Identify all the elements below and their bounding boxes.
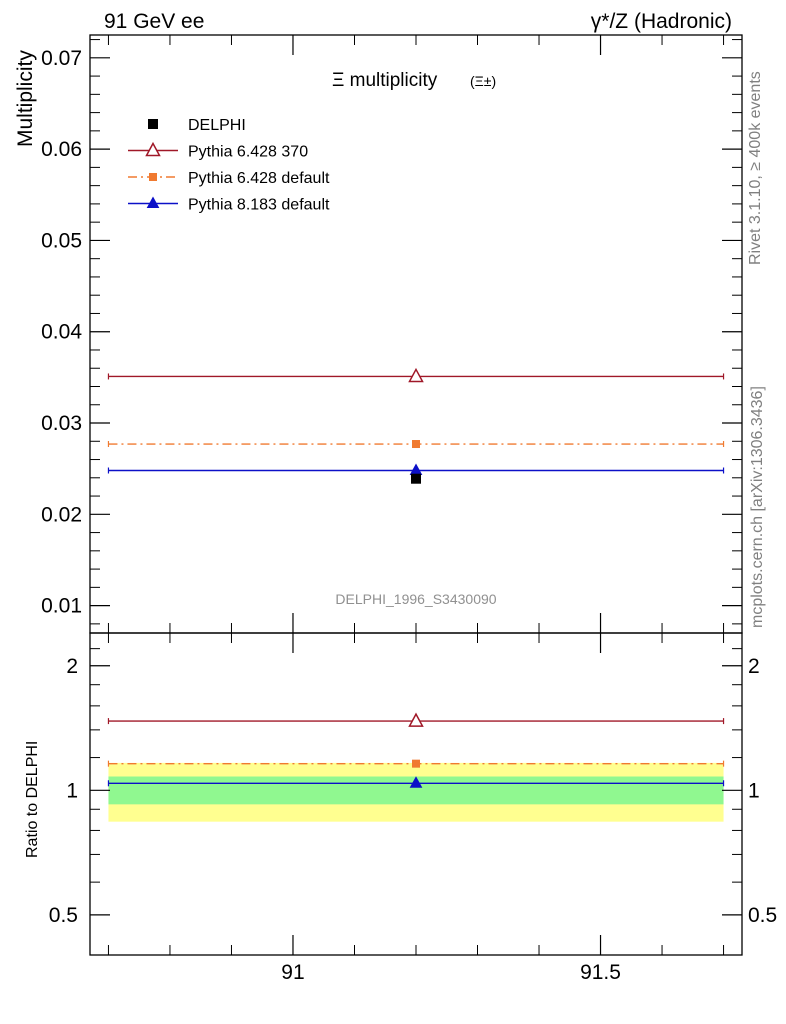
legend-label-1: DELPHI bbox=[188, 117, 246, 134]
legend-marker-3 bbox=[149, 173, 157, 181]
legend: DELPHI Pythia 6.428 370 Pythia 6.428 defau… bbox=[128, 117, 330, 214]
ratio-y-ticks: 0.5 0.5 1 1 2 2 bbox=[49, 648, 777, 956]
x-axis-ticks: 91 91.5 bbox=[107, 35, 725, 984]
ratio-plot-panel: 0.5 0.5 1 1 2 2 Ratio to DELPHI 91 91.5 bbox=[24, 35, 777, 984]
ratio-series-group bbox=[107, 712, 725, 788]
ratio-series-marker-3 bbox=[409, 776, 423, 788]
legend-marker-4 bbox=[146, 196, 160, 208]
x-tick-label: 91.5 bbox=[580, 961, 621, 984]
main-y-tick-label: 0.01 bbox=[41, 595, 82, 618]
ratio-y-tick-label-right: 1 bbox=[748, 779, 760, 802]
legend-label-4: Pythia 8.183 default bbox=[188, 197, 330, 214]
header-process-label: γ*/Z (Hadronic) bbox=[591, 10, 732, 33]
main-y-tick-label: 0.02 bbox=[41, 503, 82, 526]
plot-title-particle: (Ξ±) bbox=[470, 73, 496, 89]
main-plot-panel: Multiplicity Ξ multiplicity (Ξ±) DELPHI_… bbox=[14, 34, 743, 634]
main-series-marker-3 bbox=[409, 463, 423, 475]
rivet-version-label: Rivet 3.1.10, ≥ 400k events bbox=[747, 71, 764, 265]
x-tick-label: 91 bbox=[281, 961, 304, 984]
ratio-series-marker-1 bbox=[408, 712, 424, 727]
plot-title-text: Ξ multiplicity bbox=[332, 70, 438, 91]
main-y-tick-label: 0.03 bbox=[41, 412, 82, 435]
ratio-y-tick-label-left: 0.5 bbox=[49, 904, 78, 927]
main-series-marker-2 bbox=[412, 440, 420, 449]
ratio-y-axis-label: Ratio to DELPHI bbox=[24, 741, 41, 858]
main-series-group bbox=[107, 367, 725, 484]
ratio-y-tick-label-left: 2 bbox=[66, 655, 78, 678]
legend-marker-1 bbox=[148, 119, 158, 129]
analysis-id-label: DELPHI_1996_S3430090 bbox=[335, 591, 496, 607]
ratio-y-tick-label-left: 1 bbox=[66, 779, 78, 802]
plot-title: Ξ multiplicity (Ξ±) bbox=[332, 70, 496, 91]
main-y-axis-label: Multiplicity bbox=[14, 50, 37, 147]
legend-label-3: Pythia 6.428 default bbox=[188, 170, 330, 187]
main-y-tick-label: 0.05 bbox=[41, 229, 82, 252]
mcplots-credit-label: mcplots.cern.ch [arXiv:1306.3436] bbox=[749, 386, 766, 628]
header-energy-label: 91 GeV ee bbox=[104, 10, 204, 33]
legend-marker-2 bbox=[145, 141, 161, 157]
ratio-series-marker-2 bbox=[412, 759, 420, 768]
main-series-marker-1 bbox=[408, 367, 424, 383]
main-y-tick-label: 0.04 bbox=[41, 321, 82, 344]
main-y-ticks: 0.01 0.02 0.03 0.04 0.05 0.06 0.07 bbox=[41, 39, 742, 625]
main-y-tick-label: 0.06 bbox=[41, 138, 82, 161]
legend-label-2: Pythia 6.428 370 bbox=[188, 144, 308, 161]
ratio-y-tick-label-right: 0.5 bbox=[748, 904, 777, 927]
main-y-tick-label: 0.07 bbox=[41, 47, 82, 70]
ratio-y-tick-label-right: 2 bbox=[748, 655, 760, 678]
delphi-data-point bbox=[411, 473, 421, 484]
